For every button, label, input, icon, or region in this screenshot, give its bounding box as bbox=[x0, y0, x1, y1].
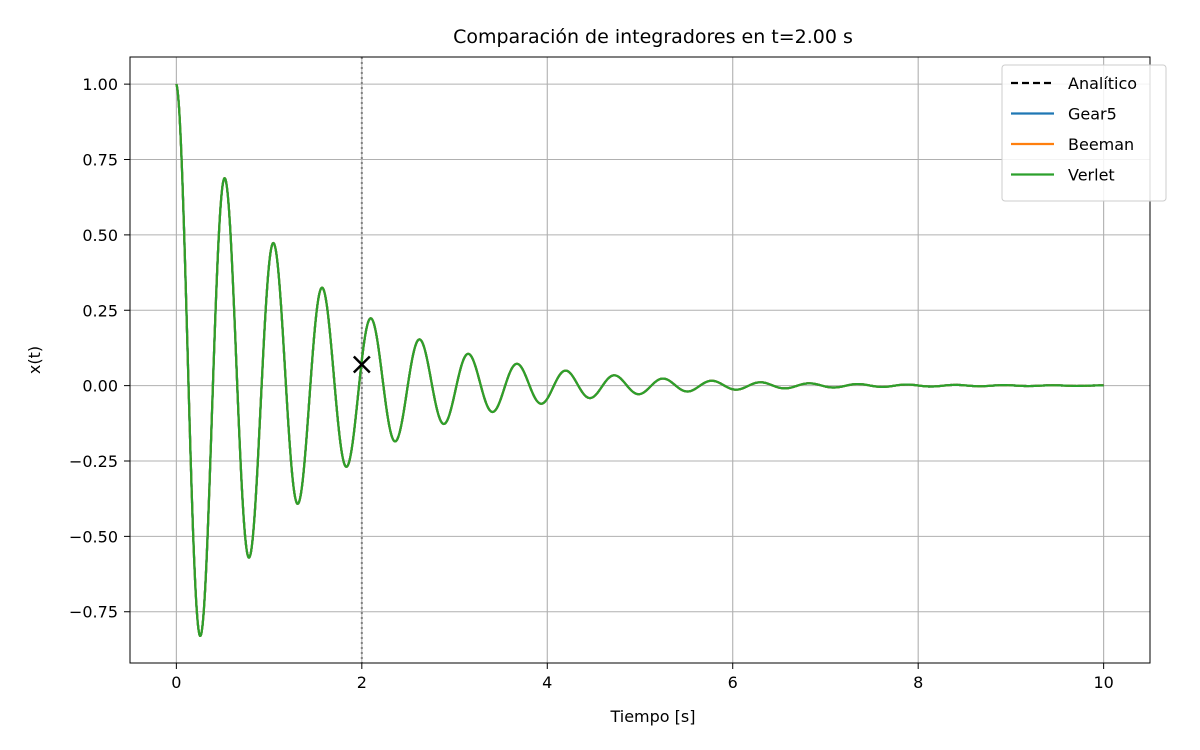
y-tick-label: 0.25 bbox=[82, 301, 118, 320]
series-line-verlet bbox=[175, 83, 1105, 637]
y-tick-label: 0.50 bbox=[82, 226, 118, 245]
legend-box bbox=[1001, 64, 1167, 202]
x-axis-label: Tiempo [s] bbox=[609, 707, 695, 726]
plot-frame bbox=[129, 56, 1151, 664]
x-tick-label: 6 bbox=[728, 673, 738, 692]
x-tick-label: 10 bbox=[1093, 673, 1113, 692]
y-tick-label: 0.75 bbox=[82, 151, 118, 170]
legend: Analítico Gear5 Beeman Verlet bbox=[1001, 64, 1167, 202]
legend-label: Gear5 bbox=[1068, 105, 1117, 124]
x-tick-label: 4 bbox=[542, 673, 552, 692]
y-tick-label: −0.50 bbox=[69, 527, 118, 546]
legend-label: Beeman bbox=[1068, 135, 1134, 154]
y-tick-label: 1.00 bbox=[82, 75, 118, 94]
x-ticks: 0 2 4 6 8 10 bbox=[171, 663, 1114, 692]
y-axis-label: x(t) bbox=[25, 346, 44, 374]
y-tick-label: −0.25 bbox=[69, 452, 118, 471]
current-point-stroke bbox=[352, 355, 371, 374]
legend-label: Analítico bbox=[1068, 74, 1137, 93]
series-group bbox=[175, 83, 1105, 637]
current-point-marker bbox=[352, 355, 371, 374]
y-ticks: −0.75 −0.50 −0.25 0.00 0.25 0.50 0.75 1.00 bbox=[69, 75, 130, 622]
x-tick-label: 2 bbox=[357, 673, 367, 692]
legend-label: Verlet bbox=[1068, 166, 1115, 185]
y-tick-label: 0.00 bbox=[82, 377, 118, 396]
chart-title: Comparación de integradores en t=2.00 s bbox=[453, 26, 853, 48]
x-tick-label: 0 bbox=[171, 673, 181, 692]
y-tick-label: −0.75 bbox=[69, 603, 118, 622]
x-tick-label: 8 bbox=[913, 673, 923, 692]
